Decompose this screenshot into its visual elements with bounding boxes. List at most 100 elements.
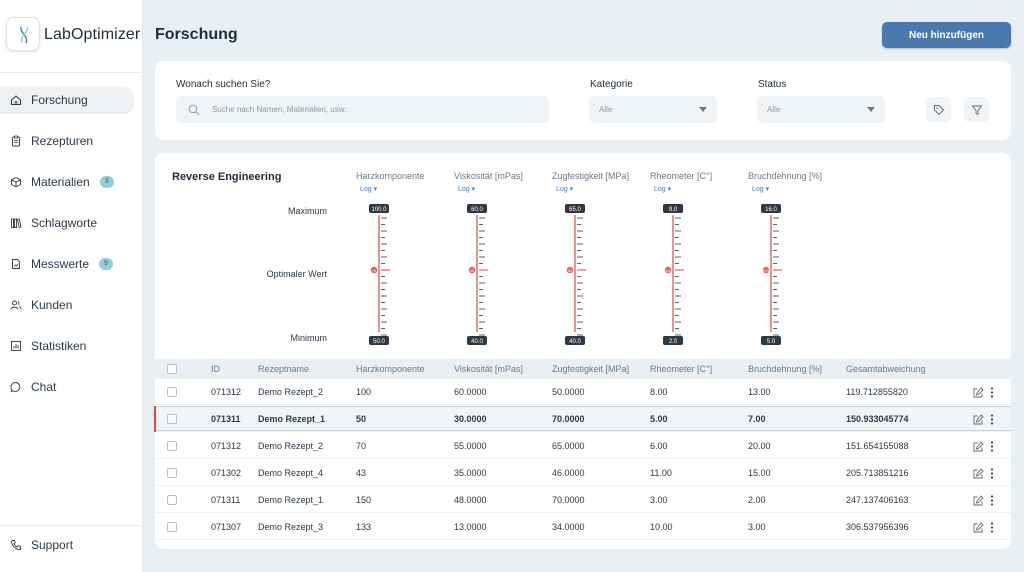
column-header[interactable]: Gesamtabweichung — [846, 364, 926, 374]
row-checkbox[interactable] — [167, 495, 177, 505]
more-options-button[interactable] — [990, 522, 994, 533]
scale-select[interactable]: Log ▾ — [458, 185, 475, 193]
table-cell: 071312 — [211, 441, 242, 451]
column-header[interactable]: Zugfestigkeit [MPa] — [552, 364, 630, 374]
table-cell: 151.654155088 — [846, 441, 909, 451]
table-header: ID Rezeptname Harzkomponente Viskosität … — [155, 359, 1011, 379]
bar-chart-icon — [10, 340, 22, 352]
column-header[interactable]: ID — [211, 364, 220, 374]
row-checkbox[interactable] — [167, 522, 177, 532]
more-options-button[interactable] — [990, 468, 994, 479]
table-row[interactable]: 071311 Demo Rezept_1 50 30.0000 70.0000 5.00 7… — [154, 406, 1011, 432]
range-gauge[interactable]: 65.0 50 40.0 — [562, 204, 592, 345]
row-checkbox[interactable] — [167, 414, 177, 424]
add-new-button[interactable]: Neu hinzufügen — [882, 22, 1011, 48]
row-checkbox[interactable] — [167, 441, 177, 451]
tag-filter-button[interactable] — [926, 97, 951, 122]
range-gauge[interactable]: 100.0 75 50.0 — [366, 204, 396, 345]
optimal-value-label: Optimaler Wert — [266, 269, 327, 279]
scale-select[interactable]: Log ▾ — [752, 185, 769, 193]
status-select[interactable]: Alle — [757, 96, 885, 123]
gauge-column-header: Viskosität [mPas] — [454, 171, 523, 181]
tag-icon — [933, 104, 945, 116]
max-value-badge — [761, 204, 781, 213]
table-row[interactable]: 071307 Demo Rezept_3 133 13.0000 34.0000 10.0… — [155, 514, 1011, 540]
home-icon — [10, 94, 22, 106]
edit-button[interactable] — [973, 522, 984, 533]
column-header[interactable]: Viskosität [mPas] — [454, 364, 523, 374]
sidebar-item-label: Materialien — [31, 174, 90, 189]
sidebar-item-kunden[interactable]: Kunden — [0, 292, 143, 317]
more-options-button[interactable] — [990, 495, 994, 506]
column-header[interactable]: Harzkomponente — [356, 364, 425, 374]
sidebar-item-support[interactable]: Support — [10, 538, 73, 552]
more-options-button[interactable] — [990, 414, 994, 425]
scale-select[interactable]: Log ▾ — [654, 185, 671, 193]
optimal-marker[interactable] — [664, 266, 672, 274]
min-value-badge — [467, 336, 487, 345]
chevron-down-icon — [699, 107, 707, 112]
sidebar: LabOptimizer Forschung Rezepturen Materi… — [0, 0, 143, 572]
search-placeholder: Suche nach Namen, Materialien, usw. — [212, 105, 347, 114]
table-cell: 3.00 — [748, 522, 766, 532]
table-cell: 100 — [356, 387, 372, 397]
logo[interactable]: LabOptimizer — [0, 0, 143, 73]
sidebar-item-label: Schlagworte — [31, 215, 98, 230]
max-value-badge — [565, 204, 585, 213]
table-row[interactable]: 071312 Demo Rezept_2 100 60.0000 50.0000 8.00… — [155, 379, 1011, 405]
table-cell: 70 — [356, 441, 367, 451]
filter-button[interactable] — [964, 97, 989, 122]
table-cell: 8.00 — [650, 387, 668, 397]
table-cell: 13.0000 — [454, 522, 487, 532]
table-row[interactable]: 071312 Demo Rezept_2 70 55.0000 65.0000 6.00 2… — [155, 433, 1011, 459]
column-header[interactable]: Rezeptname — [258, 364, 310, 374]
row-checkbox[interactable] — [167, 387, 177, 397]
sidebar-item-chat[interactable]: Chat — [0, 374, 143, 399]
table-cell: Demo Rezept_2 — [258, 387, 324, 397]
edit-button[interactable] — [973, 387, 984, 398]
edit-button[interactable] — [973, 414, 984, 425]
sidebar-item-messwerte[interactable]: Messwerte 9 — [0, 251, 143, 276]
optimal-value: 10.5 — [763, 269, 770, 273]
min-value-badge — [761, 336, 781, 345]
optimal-marker[interactable] — [468, 266, 476, 274]
search-input[interactable]: Suche nach Namen, Materialien, usw. — [176, 96, 549, 123]
table-cell: 071311 — [211, 414, 241, 424]
edit-button[interactable] — [973, 441, 984, 452]
more-options-button[interactable] — [990, 387, 994, 398]
more-options-button[interactable] — [990, 441, 994, 452]
table-row[interactable]: 071302 Demo Rezept_4 43 35.0000 46.0000 11.00… — [155, 460, 1011, 486]
optimal-marker[interactable] — [566, 266, 574, 274]
select-all-checkbox[interactable] — [167, 364, 177, 374]
range-gauge[interactable]: 60.0 45 40.0 — [464, 204, 494, 345]
table-cell: 071311 — [211, 495, 241, 505]
min-value-badge — [369, 336, 389, 345]
vertical-dots-icon — [990, 522, 994, 533]
edit-button[interactable] — [973, 495, 984, 506]
range-gauge[interactable]: 16.0 10.5 5.0 — [758, 204, 788, 345]
scale-select[interactable]: Log ▾ — [360, 185, 377, 193]
edit-button[interactable] — [973, 468, 984, 479]
table-cell: 20.00 — [748, 441, 771, 451]
scale-select[interactable]: Log ▾ — [556, 185, 573, 193]
sidebar-item-materialien[interactable]: Materialien 3 — [0, 169, 143, 194]
optimal-marker[interactable] — [762, 266, 770, 274]
table-cell: 11.00 — [650, 468, 672, 478]
optimal-marker[interactable] — [370, 266, 378, 274]
sidebar-item-rezepturen[interactable]: Rezepturen — [0, 128, 143, 153]
sidebar-item-forschung[interactable]: Forschung — [0, 87, 133, 112]
sidebar-item-schlagworte[interactable]: Schlagworte — [0, 210, 143, 235]
caret-down-icon: ▾ — [569, 186, 574, 193]
page-title: Forschung — [155, 26, 238, 43]
table-row[interactable]: 071311 Demo Rezept_1 150 48.0000 70.0000 3.00… — [155, 487, 1011, 513]
column-header[interactable]: Bruchdehnung [%] — [748, 364, 823, 374]
edit-icon — [973, 468, 984, 479]
row-checkbox[interactable] — [167, 468, 177, 478]
table-cell: 43 — [356, 468, 367, 478]
min-value: 50.0 — [373, 339, 385, 345]
sidebar-item-statistiken[interactable]: Statistiken — [0, 333, 143, 358]
category-select[interactable]: Alle — [589, 96, 717, 123]
optimal-value: 75 — [372, 269, 376, 273]
column-header[interactable]: Rheometer [C°] — [650, 364, 713, 374]
range-gauge[interactable]: 9.0 5.5 2.0 — [660, 204, 690, 345]
